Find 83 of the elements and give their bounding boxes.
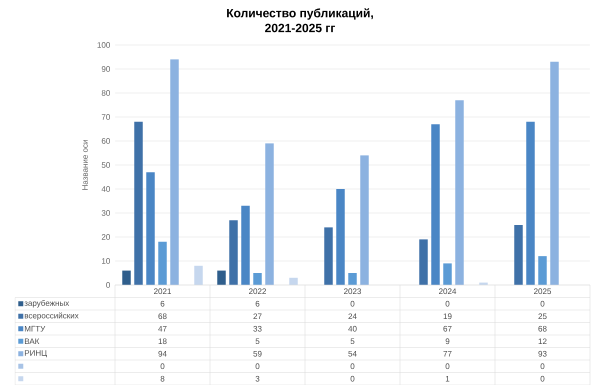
bar — [217, 270, 226, 285]
y-tick-label: 0 — [106, 282, 110, 288]
y-axis-title: Название оси — [82, 140, 88, 190]
y-tick-label: 60 — [102, 138, 110, 144]
y-tick-label: 30 — [102, 210, 110, 216]
data-label: 27 — [253, 313, 262, 320]
bar — [253, 272, 262, 285]
data-label: 0 — [350, 376, 354, 382]
data-label: 77 — [443, 350, 452, 356]
data-label: 0 — [540, 376, 544, 382]
data-label: 67 — [443, 326, 452, 332]
legend-label: зарубежных — [24, 300, 70, 308]
data-label: 9 — [446, 338, 450, 344]
bar — [514, 224, 523, 285]
y-tick-label: 20 — [102, 234, 110, 240]
data-label: 19 — [444, 313, 452, 320]
y-tick-label: 100 — [98, 42, 110, 48]
data-label: 18 — [158, 338, 167, 344]
bar — [229, 220, 238, 285]
y-tick-label: 40 — [102, 186, 110, 192]
bar — [455, 100, 464, 285]
bar — [194, 266, 203, 285]
y-tick-label: 10 — [102, 258, 110, 264]
data-label: 8 — [160, 376, 164, 382]
y-tick-label: 90 — [102, 66, 110, 72]
data-label: 5 — [256, 338, 260, 344]
legend-label: МГТУ — [24, 326, 46, 332]
bar — [170, 59, 179, 285]
data-label: 40 — [348, 326, 357, 332]
bar — [360, 155, 369, 285]
data-label: 59 — [253, 350, 262, 357]
bar — [241, 206, 250, 285]
data-label: 0 — [446, 363, 450, 370]
data-label: 12 — [538, 338, 547, 344]
y-tick-label: 70 — [102, 114, 110, 120]
bar — [265, 143, 274, 285]
chart-title: Количество публикаций, — [227, 8, 373, 20]
data-label: 33 — [253, 326, 262, 332]
data-label: 68 — [538, 326, 547, 332]
y-tick-label: 50 — [102, 162, 110, 168]
bar — [538, 256, 547, 285]
data-label: 25 — [538, 313, 547, 320]
data-label: 0 — [350, 300, 354, 307]
bar — [324, 227, 333, 285]
data-label: 1 — [446, 376, 450, 382]
data-label: 3 — [256, 376, 260, 382]
x-tick-label: 2021 — [154, 288, 172, 294]
bar — [431, 124, 440, 285]
x-tick-label: 2024 — [439, 288, 456, 294]
chart-subtitle: 2021-2025 гг — [265, 24, 336, 32]
bar — [419, 239, 428, 285]
data-label: 94 — [158, 350, 167, 357]
data-label: 24 — [348, 313, 357, 320]
x-tick-label: 2023 — [344, 288, 362, 294]
bar — [146, 172, 155, 285]
data-label: 6 — [160, 300, 164, 307]
legend-label: ВАК — [24, 338, 40, 344]
data-label: 0 — [540, 363, 544, 370]
x-tick-label: 2022 — [249, 288, 266, 294]
data-label: 93 — [538, 350, 547, 357]
data-label: 0 — [160, 363, 164, 370]
data-label: 68 — [158, 313, 167, 320]
data-label: 0 — [540, 300, 544, 307]
bar — [134, 122, 143, 285]
data-label: 47 — [158, 326, 167, 332]
bar — [336, 188, 345, 285]
legend-label: всероссийских — [24, 312, 79, 320]
bar — [122, 270, 131, 285]
data-label: 0 — [350, 363, 354, 370]
data-label: 0 — [256, 363, 260, 370]
legend-label: РИНЦ — [24, 350, 47, 358]
bar — [550, 62, 559, 285]
data-label: 0 — [446, 300, 450, 307]
data-label: 54 — [348, 350, 357, 357]
bar — [348, 272, 357, 285]
bar — [443, 263, 452, 285]
x-tick-label: 2025 — [534, 288, 552, 294]
data-label: 5 — [350, 338, 354, 344]
bar — [526, 122, 535, 285]
y-tick-label: 80 — [102, 90, 110, 96]
data-label: 6 — [256, 300, 260, 307]
bar — [289, 278, 298, 285]
bar — [158, 242, 167, 285]
